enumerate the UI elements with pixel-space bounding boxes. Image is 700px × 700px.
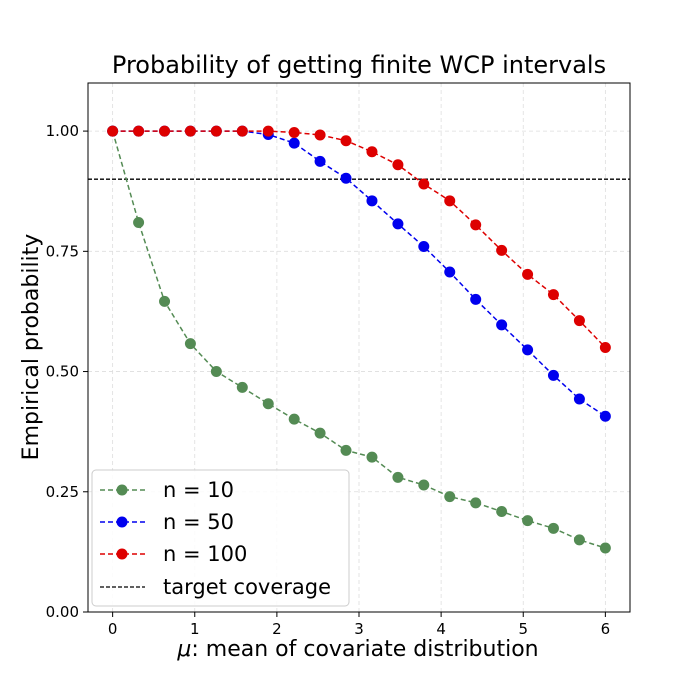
legend-label-n10: n = 10 [163, 478, 234, 502]
point-n100-17 [547, 289, 559, 301]
x-tick-label-4: 4 [436, 620, 446, 638]
point-n100-3 [184, 125, 196, 137]
legend: n = 10 n = 50 n = 100 target coverage [91, 469, 350, 607]
legend-marker-n10 [116, 484, 128, 496]
point-n50-10 [366, 195, 378, 207]
point-n10-1 [133, 216, 145, 228]
point-n50-14 [470, 293, 482, 305]
point-n10-8 [314, 427, 326, 439]
legend-marker-n50 [116, 516, 128, 528]
legend-entry-n50: n = 50 [100, 510, 234, 534]
point-n50-11 [392, 218, 404, 230]
point-n100-13 [444, 195, 456, 207]
y-tick-label-2: 0.50 [46, 363, 79, 381]
point-n10-12 [418, 479, 430, 491]
point-n10-10 [366, 451, 378, 463]
point-n10-16 [522, 515, 534, 527]
point-n10-5 [236, 381, 248, 393]
point-n100-2 [159, 125, 171, 137]
point-n100-14 [470, 219, 482, 231]
point-n10-7 [288, 413, 300, 425]
point-n10-4 [210, 366, 222, 378]
point-n50-19 [599, 410, 611, 422]
legend-label-target: target coverage [163, 575, 331, 599]
legend-marker-n100 [116, 548, 128, 560]
point-n10-11 [392, 471, 404, 483]
point-n100-12 [418, 178, 430, 190]
x-tick-label-5: 5 [518, 620, 528, 638]
legend-label-n50: n = 50 [163, 510, 234, 534]
chart-title: Probability of getting finite WCP interv… [112, 51, 606, 79]
legend-entry-target: target coverage [100, 575, 331, 599]
series-n100 [107, 125, 611, 353]
point-n10-3 [184, 338, 196, 350]
y-tick-label-3: 0.75 [46, 242, 79, 260]
point-n100-1 [133, 125, 145, 137]
series-layer [107, 125, 611, 554]
series-n10 [107, 125, 611, 554]
point-n50-9 [340, 172, 352, 184]
y-axis-label: Empirical probability [19, 234, 44, 461]
y-tick-label-1: 0.25 [46, 483, 79, 501]
x-tick-label-2: 2 [272, 620, 282, 638]
x-tick-label-0: 0 [108, 620, 118, 638]
point-n100-7 [288, 127, 300, 139]
point-n100-8 [314, 129, 326, 141]
point-n100-9 [340, 135, 352, 147]
point-n10-18 [573, 534, 585, 546]
point-n50-16 [522, 344, 534, 356]
legend-entry-n100: n = 100 [100, 542, 247, 566]
point-n100-6 [262, 125, 274, 137]
point-n50-13 [444, 266, 456, 278]
point-n10-2 [159, 295, 171, 307]
x-tick-label-1: 1 [190, 620, 200, 638]
x-axis-label: μ: mean of covariate distribution [176, 637, 538, 662]
point-n100-15 [496, 244, 508, 256]
point-n100-4 [210, 125, 222, 137]
ticks: 0 1 2 3 4 5 6 0.00 0.25 0.50 0.75 1.00 [46, 122, 611, 638]
legend-entry-n10: n = 10 [100, 478, 234, 502]
point-n50-18 [573, 393, 585, 405]
x-axis-label-symbol: μ [176, 637, 191, 662]
point-n10-6 [262, 398, 274, 410]
point-n10-15 [496, 505, 508, 517]
point-n10-17 [547, 522, 559, 534]
point-n50-15 [496, 319, 508, 331]
point-n100-10 [366, 146, 378, 158]
point-n100-18 [573, 315, 585, 327]
point-n50-7 [288, 137, 300, 149]
legend-box [91, 469, 350, 607]
point-n100-11 [392, 159, 404, 171]
point-n50-8 [314, 155, 326, 167]
point-n100-16 [522, 268, 534, 280]
point-n10-14 [470, 497, 482, 509]
point-n50-12 [418, 241, 430, 253]
x-axis-label-text: : mean of covariate distribution [191, 637, 538, 662]
legend-label-n100: n = 100 [163, 542, 247, 566]
x-tick-label-3: 3 [354, 620, 364, 638]
point-n10-13 [444, 491, 456, 503]
point-n10-19 [599, 542, 611, 554]
point-n100-0 [107, 125, 119, 137]
point-n10-9 [340, 444, 352, 456]
point-n100-19 [599, 342, 611, 353]
point-n100-5 [236, 125, 248, 137]
x-tick-label-6: 6 [601, 620, 611, 638]
point-n50-17 [547, 369, 559, 381]
y-tick-label-4: 1.00 [46, 122, 79, 140]
y-tick-label-0: 0.00 [46, 603, 79, 621]
